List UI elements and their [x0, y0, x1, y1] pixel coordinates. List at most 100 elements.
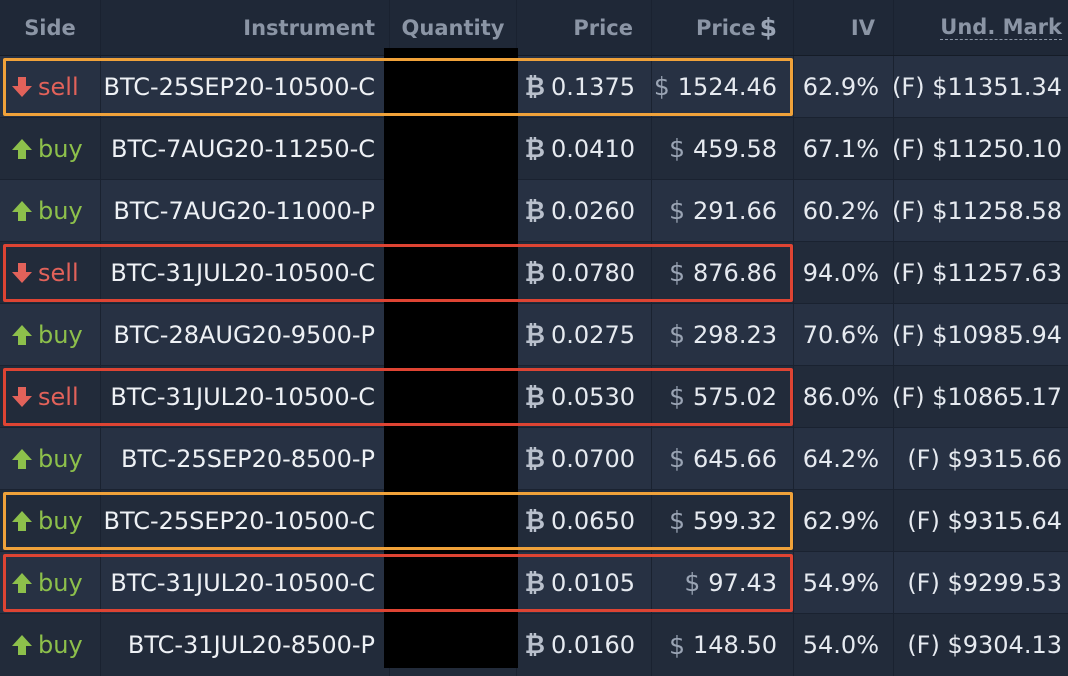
price-usd-value: 148.50 — [693, 631, 777, 659]
dollar-icon: $ — [669, 444, 686, 473]
table-row[interactable]: buy BTC-25SEP20-8500-P ₿ 0.0700 $645.66 64.2%… — [0, 428, 1068, 490]
price-usd-cell: $645.66 — [652, 428, 794, 489]
instrument-cell[interactable]: BTC-31JUL20-10500-C — [101, 242, 390, 303]
dollar-icon: $ — [669, 258, 686, 287]
side-label: buy — [38, 444, 83, 473]
table-row[interactable]: buy BTC-28AUG20-9500-P ₿ 0.0275 $298.23 70.6%… — [0, 304, 1068, 366]
table-row[interactable]: sell BTC-31JUL20-10500-C ₿ 0.0530 $575.02 86.… — [0, 366, 1068, 428]
und-mark-value: (F) $9315.66 — [907, 444, 1062, 473]
price-btc-cell: ₿ 0.0410 — [517, 118, 652, 179]
und-mark-value: (F) $10985.94 — [894, 320, 1062, 349]
instrument-cell[interactable]: BTC-31JUL20-10500-C — [101, 366, 390, 427]
side-label: sell — [38, 382, 79, 411]
iv-value: 86.0% — [802, 382, 879, 411]
und-mark-value: (F) $9315.64 — [907, 506, 1062, 535]
side-label: sell — [38, 258, 79, 287]
dollar-icon: $ — [669, 630, 686, 660]
iv-cell: 62.9% — [794, 56, 894, 117]
price-usd-value: 459.58 — [693, 134, 777, 163]
dollar-icon: $ — [669, 506, 686, 535]
iv-cell: 86.0% — [794, 366, 894, 427]
iv-cell: 62.9% — [794, 490, 894, 551]
side-cell: buy — [0, 118, 101, 179]
iv-value: 60.2% — [802, 196, 879, 225]
dollar-icon: $ — [669, 134, 686, 163]
table-row[interactable]: sell BTC-31JUL20-10500-C ₿ 0.0780 $876.86 94.… — [0, 242, 1068, 304]
arrow-down-icon — [10, 75, 38, 99]
side-cell: sell — [0, 366, 101, 427]
bitcoin-icon: ₿ — [524, 505, 546, 535]
instrument-name: BTC-28AUG20-9500-P — [113, 320, 375, 349]
arrow-up-icon — [10, 571, 38, 595]
header-quantity[interactable]: Quantity — [390, 0, 517, 55]
table-row[interactable]: buy BTC-31JUL20-10500-C ₿ 0.0105 $97.43 54.9%… — [0, 552, 1068, 614]
instrument-cell[interactable]: BTC-31JUL20-8500-P — [101, 614, 390, 676]
und-mark-value: (F) $11250.10 — [894, 134, 1062, 163]
arrow-up-icon — [10, 137, 38, 161]
iv-value: 94.0% — [802, 258, 879, 287]
und-mark-cell: (F) $10985.94 — [894, 304, 1068, 365]
instrument-cell[interactable]: BTC-25SEP20-8500-P — [101, 428, 390, 489]
iv-cell: 54.9% — [794, 552, 894, 613]
side-cell: buy — [0, 614, 101, 676]
instrument-cell[interactable]: BTC-25SEP20-10500-C — [101, 490, 390, 551]
table-row[interactable]: buy BTC-25SEP20-10500-C ₿ 0.0650 $599.32 62.9… — [0, 490, 1068, 552]
und-mark-value: (F) $10865.17 — [894, 382, 1062, 411]
header-iv[interactable]: IV — [794, 0, 894, 55]
und-mark-cell: (F) $9304.13 — [894, 614, 1068, 676]
price-usd-value: 645.66 — [693, 444, 777, 473]
dollar-icon: $ — [669, 382, 686, 411]
dollar-icon: $ — [653, 72, 670, 101]
instrument-cell[interactable]: BTC-28AUG20-9500-P — [101, 304, 390, 365]
side-cell: buy — [0, 490, 101, 551]
iv-cell: 60.2% — [794, 180, 894, 241]
und-mark-cell: (F) $9299.53 — [894, 552, 1068, 613]
header-price[interactable]: Price — [517, 0, 652, 55]
price-btc-cell: ₿ 0.0780 — [517, 242, 652, 303]
price-usd-cell: $459.58 — [652, 118, 794, 179]
header-und-mark-label: Und. Mark — [940, 15, 1062, 40]
bitcoin-icon: ₿ — [524, 195, 546, 225]
und-mark-cell: (F) $11257.63 — [894, 242, 1068, 303]
table-header: Side Instrument Quantity Price Price $ I… — [0, 0, 1068, 56]
arrow-up-icon — [10, 633, 38, 657]
und-mark-cell: (F) $11250.10 — [894, 118, 1068, 179]
header-instrument[interactable]: Instrument — [101, 0, 390, 55]
instrument-cell[interactable]: BTC-7AUG20-11000-P — [101, 180, 390, 241]
header-und-mark[interactable]: Und. Mark — [894, 0, 1068, 55]
table-row[interactable]: buy BTC-7AUG20-11000-P ₿ 0.0260 $291.66 60.2%… — [0, 180, 1068, 242]
price-usd-value: 97.43 — [708, 568, 777, 597]
instrument-name: BTC-31JUL20-10500-C — [110, 258, 375, 287]
iv-cell: 64.2% — [794, 428, 894, 489]
instrument-cell[interactable]: BTC-31JUL20-10500-C — [101, 552, 390, 613]
header-side[interactable]: Side — [0, 0, 101, 55]
instrument-cell[interactable]: BTC-7AUG20-11250-C — [101, 118, 390, 179]
table-row[interactable]: buy BTC-7AUG20-11250-C ₿ 0.0410 $459.58 67.1%… — [0, 118, 1068, 180]
arrow-up-icon — [10, 323, 38, 347]
price-usd-cell: $575.02 — [652, 366, 794, 427]
instrument-cell[interactable]: BTC-25SEP20-10500-C — [101, 56, 390, 117]
side-label: buy — [38, 196, 83, 225]
und-mark-value: (F) $11258.58 — [894, 196, 1062, 225]
bitcoin-icon: ₿ — [524, 257, 546, 287]
bitcoin-icon: ₿ — [524, 567, 546, 597]
table-row[interactable]: buy BTC-31JUL20-8500-P ₿ 0.0160 $148.50 54.0%… — [0, 614, 1068, 676]
price-btc-value: 0.0260 — [551, 196, 635, 225]
price-btc-cell: ₿ 0.0650 — [517, 490, 652, 551]
price-usd-cell: $876.86 — [652, 242, 794, 303]
header-price-usd[interactable]: Price $ — [652, 0, 794, 55]
table-row[interactable]: sell BTC-25SEP20-10500-C ₿ 0.1375 $1524.46 62… — [0, 56, 1068, 118]
bitcoin-icon: ₿ — [524, 443, 546, 473]
side-label: buy — [38, 568, 83, 597]
side-cell: buy — [0, 428, 101, 489]
price-btc-value: 0.0780 — [551, 258, 635, 287]
arrow-down-icon — [10, 261, 38, 285]
price-btc-cell: ₿ 0.0530 — [517, 366, 652, 427]
side-cell: sell — [0, 56, 101, 117]
iv-value: 67.1% — [802, 134, 879, 163]
side-cell: buy — [0, 304, 101, 365]
side-label: buy — [38, 134, 83, 163]
und-mark-cell: (F) $9315.66 — [894, 428, 1068, 489]
price-usd-value: 1524.46 — [677, 72, 777, 101]
